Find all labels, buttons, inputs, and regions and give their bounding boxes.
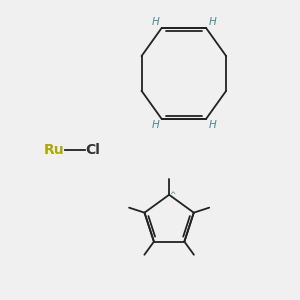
Text: H: H — [209, 120, 216, 130]
Text: ^: ^ — [169, 191, 175, 200]
Text: H: H — [151, 17, 159, 27]
Text: Cl: Cl — [85, 143, 100, 157]
Text: Ru: Ru — [44, 143, 64, 157]
Text: H: H — [151, 120, 159, 130]
Text: H: H — [209, 17, 216, 27]
